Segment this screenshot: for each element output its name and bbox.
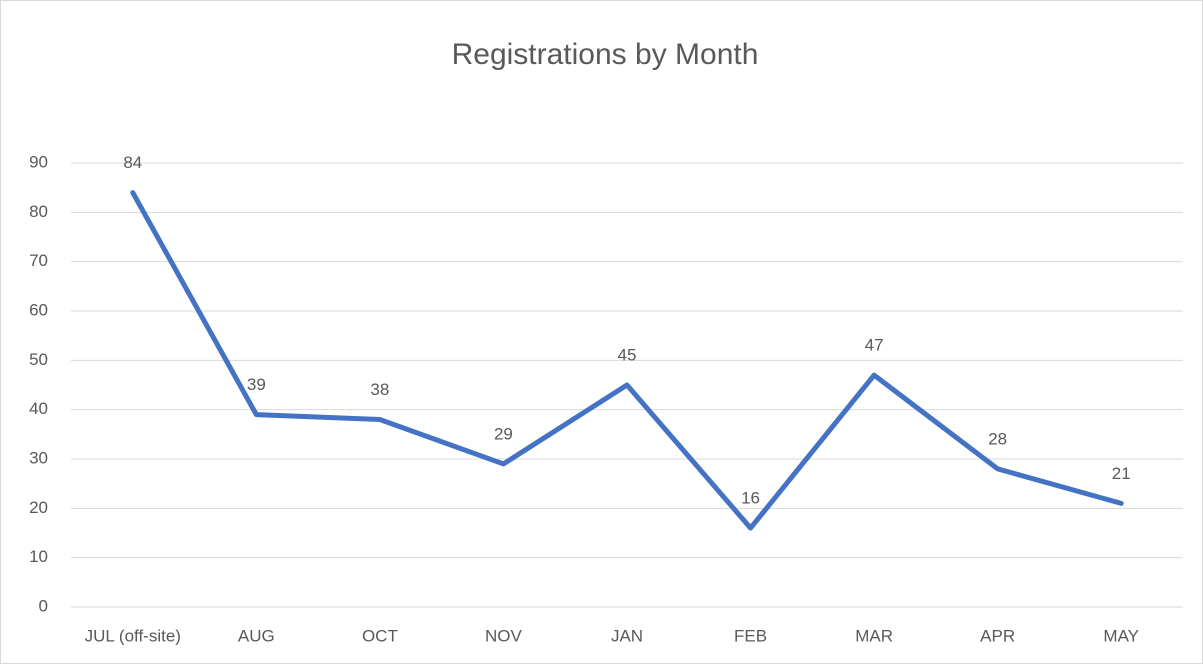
y-tick-label: 30 (29, 448, 48, 467)
y-tick-label: 60 (29, 300, 48, 319)
data-label: 21 (1112, 464, 1131, 483)
x-tick-label: JUL (off-site) (85, 626, 181, 645)
data-label: 39 (247, 375, 266, 394)
chart-title: Registrations by Month (452, 38, 759, 71)
x-tick-label: AUG (238, 626, 275, 645)
data-label: 45 (618, 345, 637, 364)
x-tick-label: NOV (485, 626, 523, 645)
y-tick-label: 70 (29, 251, 48, 270)
y-tick-label: 0 (39, 596, 48, 615)
y-tick-label: 40 (29, 399, 48, 418)
x-tick-label: OCT (362, 626, 398, 645)
y-tick-label: 20 (29, 498, 48, 517)
y-tick-label: 10 (29, 547, 48, 566)
data-label: 38 (370, 380, 389, 399)
y-tick-label: 50 (29, 350, 48, 369)
data-label: 84 (123, 153, 142, 172)
x-tick-label: FEB (734, 626, 767, 645)
x-tick-label: MAY (1103, 626, 1139, 645)
x-tick-label: JAN (611, 626, 643, 645)
y-tick-label: 90 (29, 152, 48, 171)
data-label: 28 (988, 429, 1007, 448)
x-tick-label: MAR (855, 626, 893, 645)
data-label: 29 (494, 424, 513, 443)
data-label: 47 (865, 336, 884, 355)
y-tick-label: 80 (29, 202, 48, 221)
data-label: 16 (741, 489, 760, 508)
x-tick-label: APR (980, 626, 1015, 645)
data-line (130, 190, 1124, 531)
